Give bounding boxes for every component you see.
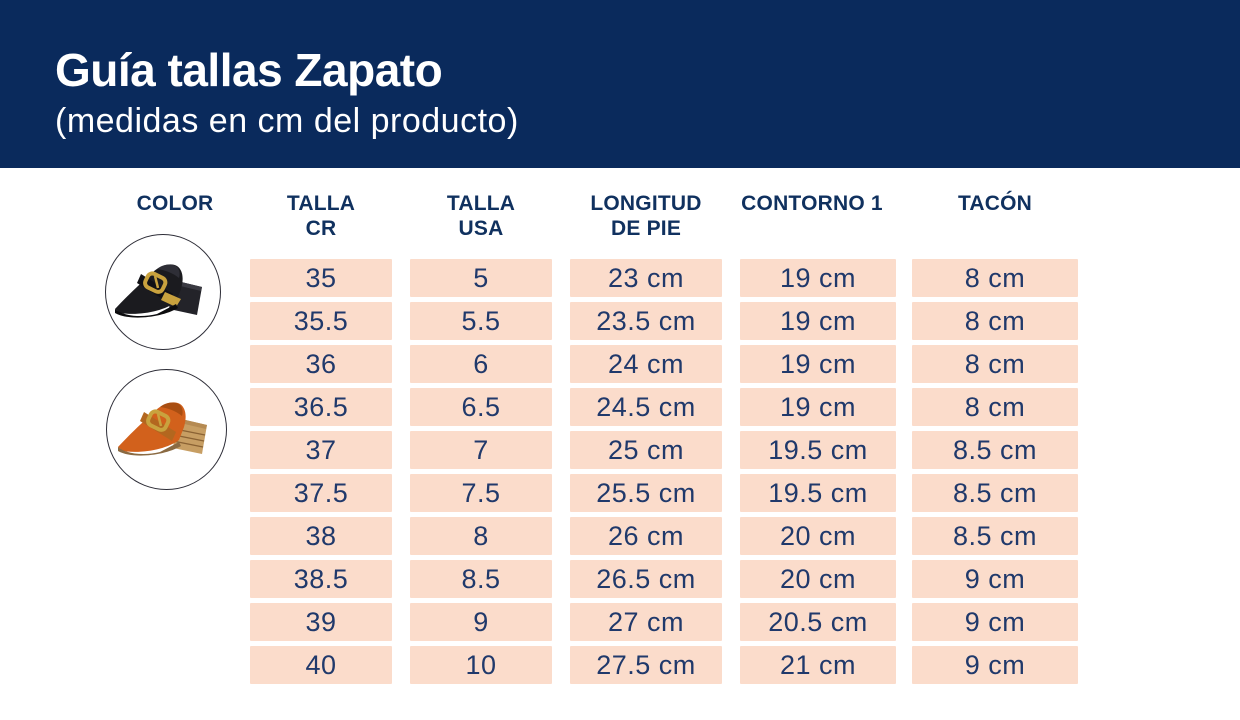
cell-contorno: 19 cm bbox=[740, 388, 896, 426]
cell-talla-cr: 39 bbox=[250, 603, 392, 641]
column-header-tacon: TACÓN bbox=[957, 192, 1033, 215]
cell-longitud: 23 cm bbox=[570, 259, 722, 297]
cell-talla-usa: 8.5 bbox=[410, 560, 552, 598]
cell-talla-usa: 6.5 bbox=[410, 388, 552, 426]
cell-talla-usa: 10 bbox=[410, 646, 552, 684]
cell-longitud: 24 cm bbox=[570, 345, 722, 383]
cell-talla-cr: 38.5 bbox=[250, 560, 392, 598]
cell-contorno: 20.5 cm bbox=[740, 603, 896, 641]
cell-tacon: 8 cm bbox=[912, 259, 1078, 297]
cell-longitud: 23.5 cm bbox=[570, 302, 722, 340]
cell-talla-usa: 6 bbox=[410, 345, 552, 383]
cell-talla-usa: 5 bbox=[410, 259, 552, 297]
cell-longitud: 26 cm bbox=[570, 517, 722, 555]
cell-contorno: 19.5 cm bbox=[740, 474, 896, 512]
page-subtitle: (medidas en cm del producto) bbox=[55, 102, 519, 141]
color-variant-black-circle bbox=[105, 234, 221, 350]
cell-talla-usa: 5.5 bbox=[410, 302, 552, 340]
cell-longitud: 25.5 cm bbox=[570, 474, 722, 512]
table-row: 40 10 27.5 cm 21 cm 9 cm bbox=[250, 646, 1078, 684]
cell-talla-cr: 35.5 bbox=[250, 302, 392, 340]
cell-longitud: 26.5 cm bbox=[570, 560, 722, 598]
table-row: 35 5 23 cm 19 cm 8 cm bbox=[250, 259, 1078, 297]
cell-longitud: 27.5 cm bbox=[570, 646, 722, 684]
orange-mule-shoe-icon bbox=[117, 401, 207, 456]
column-header-talla-usa: TALLA USA bbox=[446, 192, 516, 240]
cell-tacon: 9 cm bbox=[912, 603, 1078, 641]
banner-text: Guía tallas Zapato (medidas en cm del pr… bbox=[55, 46, 519, 141]
cell-tacon: 8.5 cm bbox=[912, 431, 1078, 469]
table-row: 35.5 5.5 23.5 cm 19 cm 8 cm bbox=[250, 302, 1078, 340]
cell-talla-usa: 8 bbox=[410, 517, 552, 555]
cell-talla-cr: 40 bbox=[250, 646, 392, 684]
cell-contorno: 21 cm bbox=[740, 646, 896, 684]
cell-talla-cr: 37.5 bbox=[250, 474, 392, 512]
cell-tacon: 9 cm bbox=[912, 646, 1078, 684]
table-row: 38 8 26 cm 20 cm 8.5 cm bbox=[250, 517, 1078, 555]
column-header-contorno-1: CONTORNO 1 bbox=[741, 192, 883, 215]
cell-tacon: 8.5 cm bbox=[912, 474, 1078, 512]
color-variant-orange-circle bbox=[106, 369, 227, 490]
cell-contorno: 19.5 cm bbox=[740, 431, 896, 469]
cell-talla-usa: 7.5 bbox=[410, 474, 552, 512]
cell-tacon: 8 cm bbox=[912, 345, 1078, 383]
column-header-color: COLOR bbox=[136, 192, 214, 215]
cell-contorno: 20 cm bbox=[740, 560, 896, 598]
black-mule-shoe-icon bbox=[115, 264, 202, 318]
cell-contorno: 20 cm bbox=[740, 517, 896, 555]
cell-tacon: 8 cm bbox=[912, 388, 1078, 426]
table-row: 38.5 8.5 26.5 cm 20 cm 9 cm bbox=[250, 560, 1078, 598]
cell-longitud: 25 cm bbox=[570, 431, 722, 469]
cell-talla-usa: 7 bbox=[410, 431, 552, 469]
cell-talla-cr: 35 bbox=[250, 259, 392, 297]
table-row: 36 6 24 cm 19 cm 8 cm bbox=[250, 345, 1078, 383]
cell-tacon: 8.5 cm bbox=[912, 517, 1078, 555]
column-header-talla-cr: TALLA CR bbox=[286, 192, 356, 240]
table-row: 37 7 25 cm 19.5 cm 8.5 cm bbox=[250, 431, 1078, 469]
cell-contorno: 19 cm bbox=[740, 302, 896, 340]
cell-talla-cr: 38 bbox=[250, 517, 392, 555]
cell-tacon: 8 cm bbox=[912, 302, 1078, 340]
cell-contorno: 19 cm bbox=[740, 259, 896, 297]
column-header-longitud-de-pie: LONGITUD DE PIE bbox=[590, 192, 702, 240]
cell-talla-cr: 37 bbox=[250, 431, 392, 469]
page-title: Guía tallas Zapato bbox=[55, 44, 443, 96]
cell-talla-cr: 36 bbox=[250, 345, 392, 383]
banner: Guía tallas Zapato (medidas en cm del pr… bbox=[0, 0, 1240, 168]
table-row: 37.5 7.5 25.5 cm 19.5 cm 8.5 cm bbox=[250, 474, 1078, 512]
table-row: 36.5 6.5 24.5 cm 19 cm 8 cm bbox=[250, 388, 1078, 426]
cell-longitud: 24.5 cm bbox=[570, 388, 722, 426]
cell-contorno: 19 cm bbox=[740, 345, 896, 383]
cell-talla-cr: 36.5 bbox=[250, 388, 392, 426]
table-row: 39 9 27 cm 20.5 cm 9 cm bbox=[250, 603, 1078, 641]
cell-longitud: 27 cm bbox=[570, 603, 722, 641]
cell-tacon: 9 cm bbox=[912, 560, 1078, 598]
cell-talla-usa: 9 bbox=[410, 603, 552, 641]
